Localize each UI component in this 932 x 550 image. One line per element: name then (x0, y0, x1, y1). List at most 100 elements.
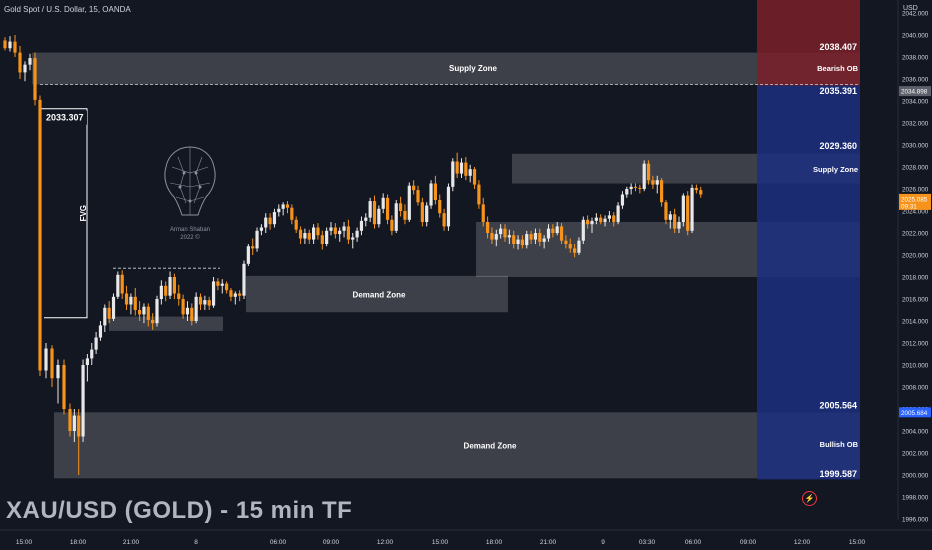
candle-body (594, 217, 598, 221)
candle-body (23, 64, 27, 73)
y-tick-label: 2036.000 (902, 77, 929, 84)
candle-body (229, 290, 233, 297)
candle-body (516, 239, 520, 244)
candle-body (446, 186, 451, 227)
price-marker-sub: 09:31 (901, 203, 917, 210)
candle-body (346, 226, 350, 240)
lightning-icon[interactable]: ⚡ (802, 491, 817, 506)
candle-body (233, 293, 237, 297)
candle-body (18, 52, 22, 73)
candle-body (686, 195, 690, 231)
candle-body (62, 365, 66, 409)
candle-body (529, 234, 533, 240)
candle-body (56, 365, 60, 379)
order-block-box (757, 277, 860, 413)
zone-rect (109, 316, 223, 331)
candle-body (455, 161, 459, 174)
candle-body (242, 263, 246, 296)
candle-body (677, 222, 681, 229)
candle-body (268, 217, 272, 225)
x-axis-panel[interactable] (0, 530, 898, 550)
candle-body (251, 246, 255, 249)
x-tick-label: 09:00 (740, 539, 757, 546)
candle-body (503, 228, 507, 238)
candle-body (329, 227, 333, 231)
candle-body (194, 296, 198, 321)
candle-body (320, 235, 324, 244)
candle-body (94, 337, 98, 350)
candle-body (490, 233, 494, 240)
candle-body (277, 208, 281, 213)
candle-body (538, 233, 542, 242)
y-tick-label: 2002.000 (902, 451, 929, 458)
candle-body (146, 306, 150, 320)
candle-body (285, 204, 290, 208)
candle-body (390, 219, 394, 231)
candle-body (629, 186, 633, 189)
candle-body (220, 283, 224, 286)
y-tick-label: 2040.000 (902, 33, 929, 40)
candle-body (172, 277, 176, 294)
x-tick-label: 9 (601, 539, 605, 546)
candle-body (512, 235, 516, 244)
candle-body (177, 293, 181, 299)
watermark: Arman Shaban 2022 © (160, 143, 220, 242)
candle-body (616, 205, 620, 222)
zone-label: Demand Zone (353, 291, 406, 300)
ob-level-label: 2005.564 (819, 401, 857, 411)
candle-body (129, 296, 133, 305)
x-tick-label: 06:00 (270, 539, 287, 546)
candle-body (68, 409, 72, 431)
candle-body (13, 41, 17, 53)
candle-body (377, 208, 381, 225)
y-tick-label: 1998.000 (902, 495, 929, 502)
candle-body (555, 226, 559, 233)
candle-body (477, 184, 481, 205)
candle-body (625, 189, 629, 195)
candle-body (699, 190, 703, 195)
order-block-box (757, 151, 860, 184)
candle-body (381, 197, 385, 209)
candle-body (338, 230, 342, 235)
y-tick-label: 2004.000 (902, 429, 929, 436)
candle-body (690, 187, 694, 231)
x-tick-label: 12:00 (794, 539, 811, 546)
candle-body (638, 187, 642, 189)
candle-body (420, 202, 424, 222)
y-tick-label: 2018.000 (902, 275, 929, 282)
candle-body (412, 185, 416, 191)
candle-body (44, 348, 48, 371)
x-tick-label: 18:00 (70, 539, 87, 546)
candle-body (633, 186, 638, 188)
candle-body (81, 365, 85, 437)
candle-body (325, 230, 329, 244)
candle-body (159, 285, 163, 299)
candle-body (298, 229, 303, 239)
currency-label[interactable]: USD (903, 5, 918, 12)
zone-rect (246, 275, 508, 313)
candle-body (660, 180, 664, 203)
candle-body (603, 218, 607, 222)
x-tick-label: 06:00 (685, 539, 702, 546)
candle-body (368, 201, 372, 218)
candle-body (577, 240, 581, 253)
candle-body (559, 226, 564, 241)
price-marker (899, 193, 931, 210)
candle-body (8, 41, 12, 49)
x-tick-label: 15:00 (16, 539, 33, 546)
x-tick-label: 15:00 (849, 539, 866, 546)
candle-body (525, 234, 529, 246)
candle-body (207, 300, 211, 306)
candle-body (486, 222, 490, 233)
candle-body (494, 234, 498, 240)
candle-body (190, 307, 194, 321)
candle-body (164, 285, 168, 296)
candle-body (77, 415, 81, 437)
fvg-label: FVG (79, 205, 88, 221)
ob-level-label: 2029.360 (819, 141, 857, 151)
candle-body (116, 274, 120, 297)
candle-body (246, 246, 250, 264)
candle-body (72, 415, 76, 431)
candle-body (151, 319, 155, 324)
